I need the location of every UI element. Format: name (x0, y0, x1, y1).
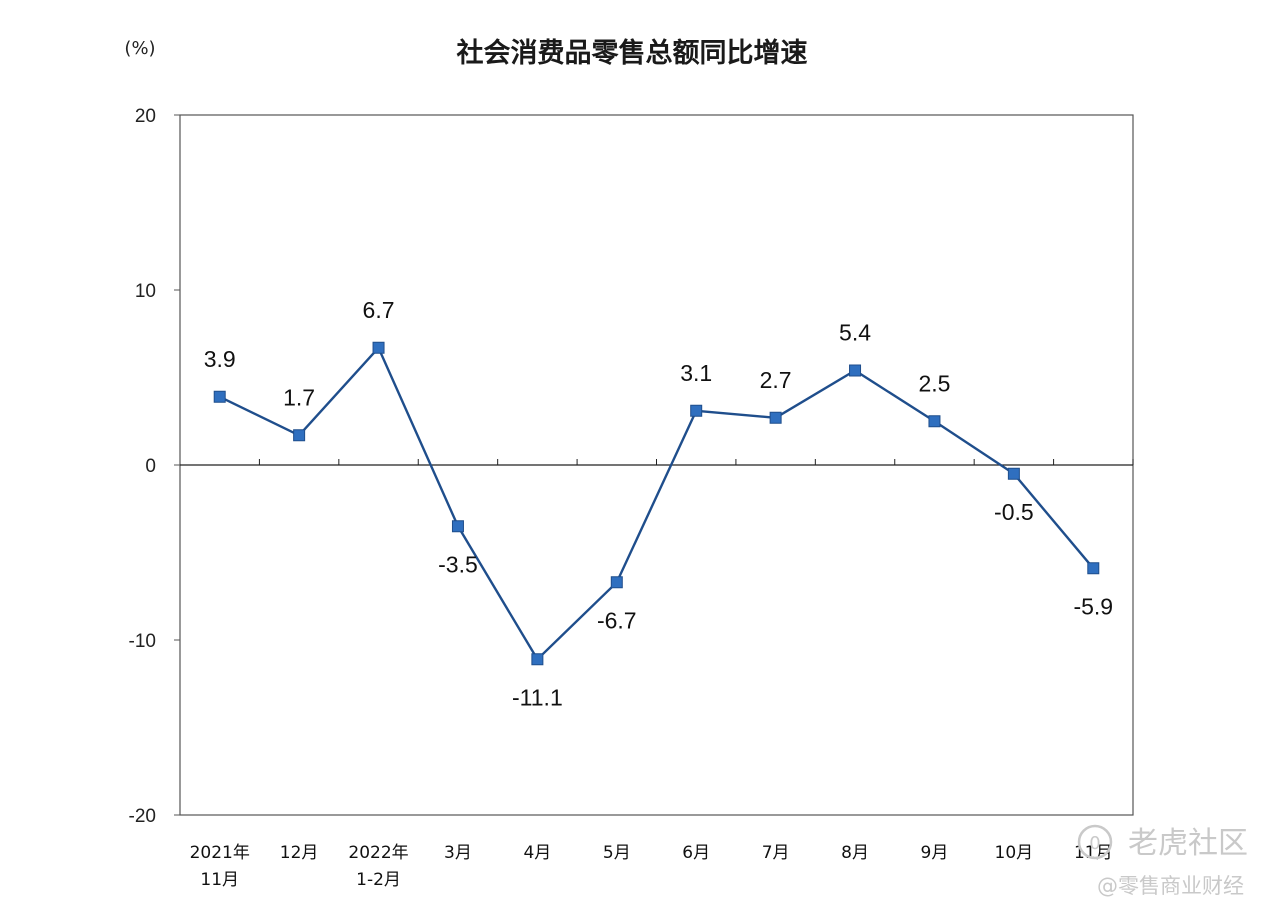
x-tick-label: 9月 (921, 843, 949, 863)
x-tick-label-line: 5月 (603, 843, 631, 863)
y-unit-label: (%) (124, 38, 155, 59)
data-label: -3.5 (438, 551, 478, 577)
y-tick-label: 0 (145, 456, 156, 477)
data-label: -5.9 (1073, 593, 1113, 619)
data-label: 6.7 (363, 297, 395, 323)
x-tick-label: 6月 (682, 843, 710, 863)
x-tick-label-line: 6月 (682, 843, 710, 863)
x-tick-label-line: 10月 (995, 843, 1034, 863)
svg-text:0: 0 (1089, 833, 1100, 854)
x-tick-label: 8月 (841, 843, 869, 863)
data-point-marker (372, 341, 385, 354)
x-tick-label: 5月 (603, 843, 631, 863)
y-axis: 20 10 0 -10 -20 (129, 106, 180, 827)
x-tick-label-line: 11月 (200, 870, 239, 890)
data-point-marker (213, 390, 226, 403)
data-label: 2.7 (760, 367, 792, 393)
data-point-marker (610, 576, 623, 589)
tiger-logo-icon: 0 (1077, 824, 1113, 860)
y-tick-label: 10 (135, 281, 156, 302)
data-point-marker (849, 364, 862, 377)
y-tick-label: -10 (129, 631, 156, 652)
data-point-marker (1007, 467, 1020, 480)
x-tick-label-line: 8月 (841, 843, 869, 863)
x-tick-label: 10月 (995, 843, 1034, 863)
x-tick-label: 3月 (444, 843, 472, 863)
data-point-marker (531, 653, 544, 666)
watermark-brand: 老虎社区 (1128, 826, 1248, 861)
data-point-marker (690, 404, 703, 417)
data-label: -6.7 (597, 607, 637, 633)
x-axis: 2021年 11月 12月 2022年 1-2月 3月 4月 5月 6月 7月 8月 9月 10月 11月 (180, 459, 1134, 890)
x-tick-label-line: 2021年 (190, 843, 250, 863)
x-tick-label-line: 7月 (762, 843, 790, 863)
x-tick-label-line: 4月 (523, 843, 551, 863)
x-tick-label: 2022年 1-2月 (348, 843, 408, 890)
data-label: 5.4 (839, 320, 871, 346)
data-point-marker (451, 520, 464, 533)
data-labels: 3.9 1.7 6.7 -3.5 -11.1 -6.7 3.1 2.7 5.4 2.5 -0.5 -5… (204, 297, 1113, 711)
x-tick-label: 4月 (523, 843, 551, 863)
series-line (213, 341, 1100, 666)
x-tick-label-line: 3月 (444, 843, 472, 863)
data-label: 3.9 (204, 346, 236, 372)
x-tick-label: 12月 (280, 843, 319, 863)
y-tick-label: 20 (135, 106, 156, 127)
x-tick-label: 7月 (762, 843, 790, 863)
data-label: 2.5 (918, 370, 950, 396)
x-tick-label: 11月 (1074, 843, 1113, 863)
x-tick-label-line: 2022年 (348, 843, 408, 863)
x-tick-label-line: 11月 (1074, 843, 1113, 863)
data-point-marker (1087, 562, 1100, 575)
chart-title: 社会消费品零售总额同比增速 (457, 37, 808, 69)
data-point-marker (293, 429, 306, 442)
x-tick-label-line: 9月 (921, 843, 949, 863)
watermark: 0 老虎社区 @零售商业财经 (1077, 824, 1248, 898)
series-path (219, 346, 1095, 661)
data-point-marker (928, 415, 941, 428)
x-tick-label: 2021年 11月 (190, 843, 250, 890)
x-tick-label-line: 1-2月 (356, 870, 401, 890)
data-label: -11.1 (512, 684, 563, 710)
y-tick-label: -20 (129, 806, 156, 827)
watermark-source: @零售商业财经 (1097, 874, 1244, 898)
data-point-marker (769, 411, 782, 424)
data-label: 1.7 (283, 384, 315, 410)
data-label: 3.1 (680, 360, 712, 386)
data-label: -0.5 (994, 499, 1034, 525)
x-tick-label-line: 12月 (280, 843, 319, 863)
